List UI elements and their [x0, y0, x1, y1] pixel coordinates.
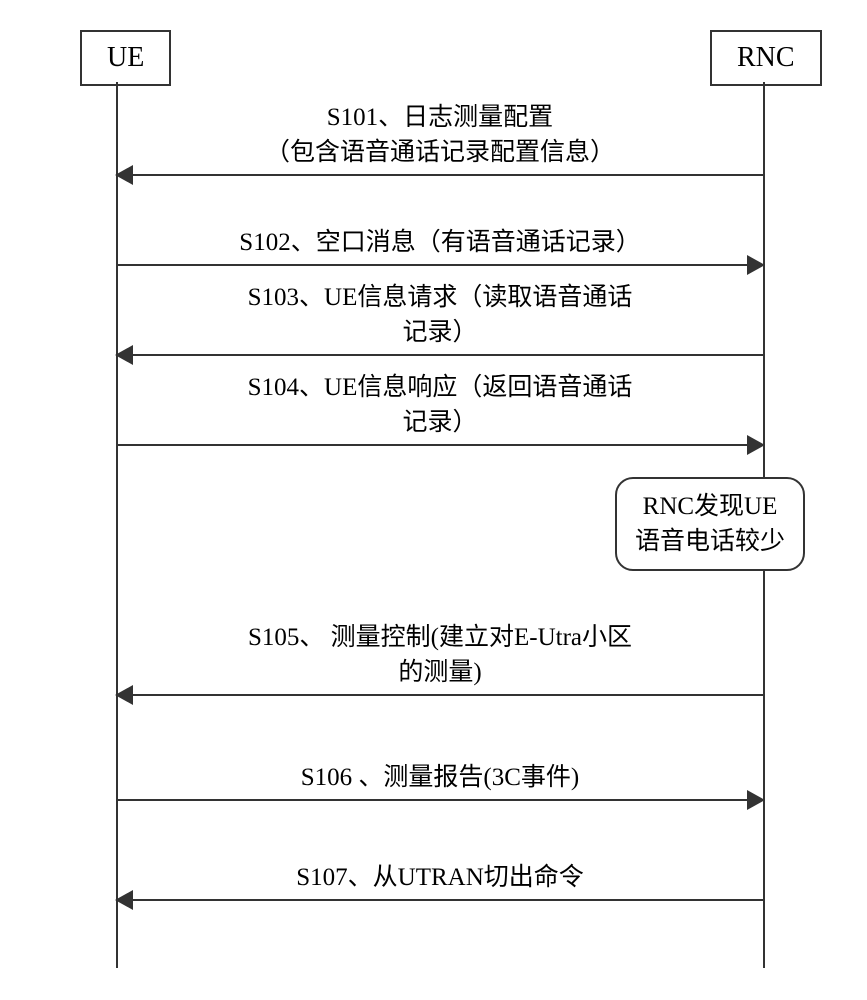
- msg-s104-text: S104、UE信息响应（返回语音通话记录）: [248, 370, 633, 440]
- arrow-left-icon: [117, 174, 763, 176]
- arrow-right-icon: [117, 264, 763, 266]
- arrow-left-icon: [117, 694, 763, 696]
- arrow-right-icon: [117, 799, 763, 801]
- sequence-diagram: UE RNC S101、日志测量配置（包含语音通话记录配置信息） S102、空口…: [70, 30, 810, 970]
- msg-s107-text: S107、从UTRAN切出命令: [296, 860, 584, 895]
- msg-s101-text: S101、日志测量配置（包含语音通话记录配置信息）: [265, 100, 615, 170]
- msg-s106: S106 、测量报告(3C事件): [117, 760, 763, 801]
- msg-s107: S107、从UTRAN切出命令: [117, 860, 763, 901]
- actor-rnc: RNC: [710, 30, 822, 86]
- msg-s102: S102、空口消息（有语音通话记录）: [117, 225, 763, 266]
- msg-s103: S103、UE信息请求（读取语音通话记录）: [117, 280, 763, 356]
- msg-s104: S104、UE信息响应（返回语音通话记录）: [117, 370, 763, 446]
- msg-s101: S101、日志测量配置（包含语音通话记录配置信息）: [117, 100, 763, 176]
- msg-s106-text: S106 、测量报告(3C事件): [301, 760, 579, 795]
- msg-s105: S105、 测量控制(建立对E-Utra小区的测量): [117, 620, 763, 696]
- actor-rnc-label: RNC: [737, 42, 795, 73]
- msg-s103-text: S103、UE信息请求（读取语音通话记录）: [248, 280, 633, 350]
- arrow-left-icon: [117, 354, 763, 356]
- note-line2: 语音电话较少: [635, 528, 785, 555]
- arrow-right-icon: [117, 444, 763, 446]
- arrow-left-icon: [117, 899, 763, 901]
- note-rnc-discovery: RNC发现UE 语音电话较少: [615, 477, 805, 571]
- lifeline-ue: [116, 82, 118, 968]
- note-line1: RNC发现UE: [643, 493, 778, 520]
- actor-ue-label: UE: [107, 42, 144, 73]
- msg-s102-text: S102、空口消息（有语音通话记录）: [239, 225, 640, 260]
- actor-ue: UE: [80, 30, 171, 86]
- msg-s105-text: S105、 测量控制(建立对E-Utra小区的测量): [248, 620, 632, 690]
